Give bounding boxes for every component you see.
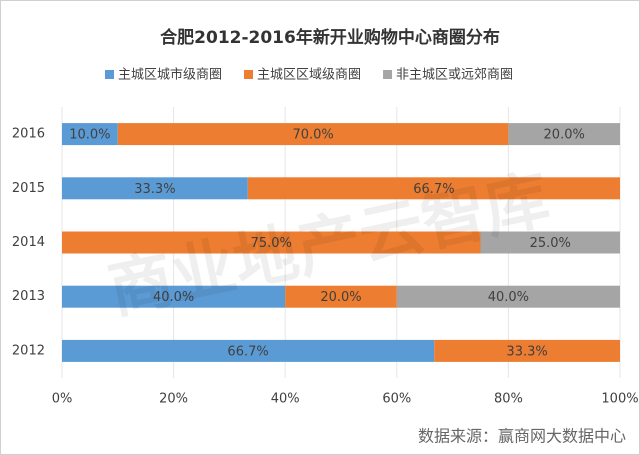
- legend-swatch: [383, 70, 393, 79]
- data-label: 66.7%: [227, 344, 268, 359]
- data-label: 20.0%: [320, 290, 361, 305]
- data-label: 10.0%: [69, 128, 110, 143]
- legend-label: 主城区城市级商圈: [118, 67, 222, 83]
- data-label: 25.0%: [530, 236, 571, 251]
- bar-segment: [396, 285, 620, 308]
- x-tick-label: 40%: [271, 392, 300, 407]
- data-label: 33.3%: [134, 182, 175, 197]
- bar-segment: [434, 339, 620, 362]
- legend-swatch: [244, 70, 254, 79]
- y-tick-label: 2016: [12, 127, 45, 142]
- bar-segment: [480, 231, 620, 254]
- bar-segment: [62, 285, 286, 308]
- source: 数据来源：赢商网大数据中心: [418, 427, 626, 446]
- y-tick-label: 2012: [12, 343, 45, 358]
- bar-segment: [62, 339, 435, 362]
- y-tick-label: 2014: [12, 235, 45, 250]
- data-label: 70.0%: [292, 128, 333, 143]
- x-tick-label: 60%: [382, 392, 411, 407]
- bar-segment: [508, 123, 620, 146]
- data-label: 40.0%: [488, 290, 529, 305]
- bar-segment: [247, 177, 620, 200]
- data-label: 20.0%: [544, 128, 585, 143]
- bar-segment: [62, 177, 248, 200]
- x-tick-label: 80%: [494, 392, 523, 407]
- legend-swatch: [105, 70, 114, 79]
- data-label: 33.3%: [506, 344, 547, 359]
- legend-label: 主城区区域级商圈: [257, 68, 361, 83]
- bar-segment: [62, 231, 481, 254]
- x-tick-label: 0%: [52, 392, 73, 407]
- y-tick-label: 2013: [12, 289, 45, 304]
- x-tick-label: 100%: [601, 392, 638, 407]
- data-label: 40.0%: [153, 290, 194, 305]
- data-label: 75.0%: [251, 236, 292, 251]
- bar-segment: [62, 123, 118, 146]
- data-label: 66.7%: [413, 182, 454, 197]
- y-tick-label: 2015: [12, 181, 45, 196]
- bar-segment: [285, 285, 397, 308]
- legend-label: 非主城区或远郊商圈: [396, 67, 513, 83]
- x-tick-label: 20%: [159, 392, 188, 407]
- bar-segment: [117, 123, 509, 146]
- chart-title: 合肥2012-2016年新开业购物中心商圈分布: [160, 27, 500, 48]
